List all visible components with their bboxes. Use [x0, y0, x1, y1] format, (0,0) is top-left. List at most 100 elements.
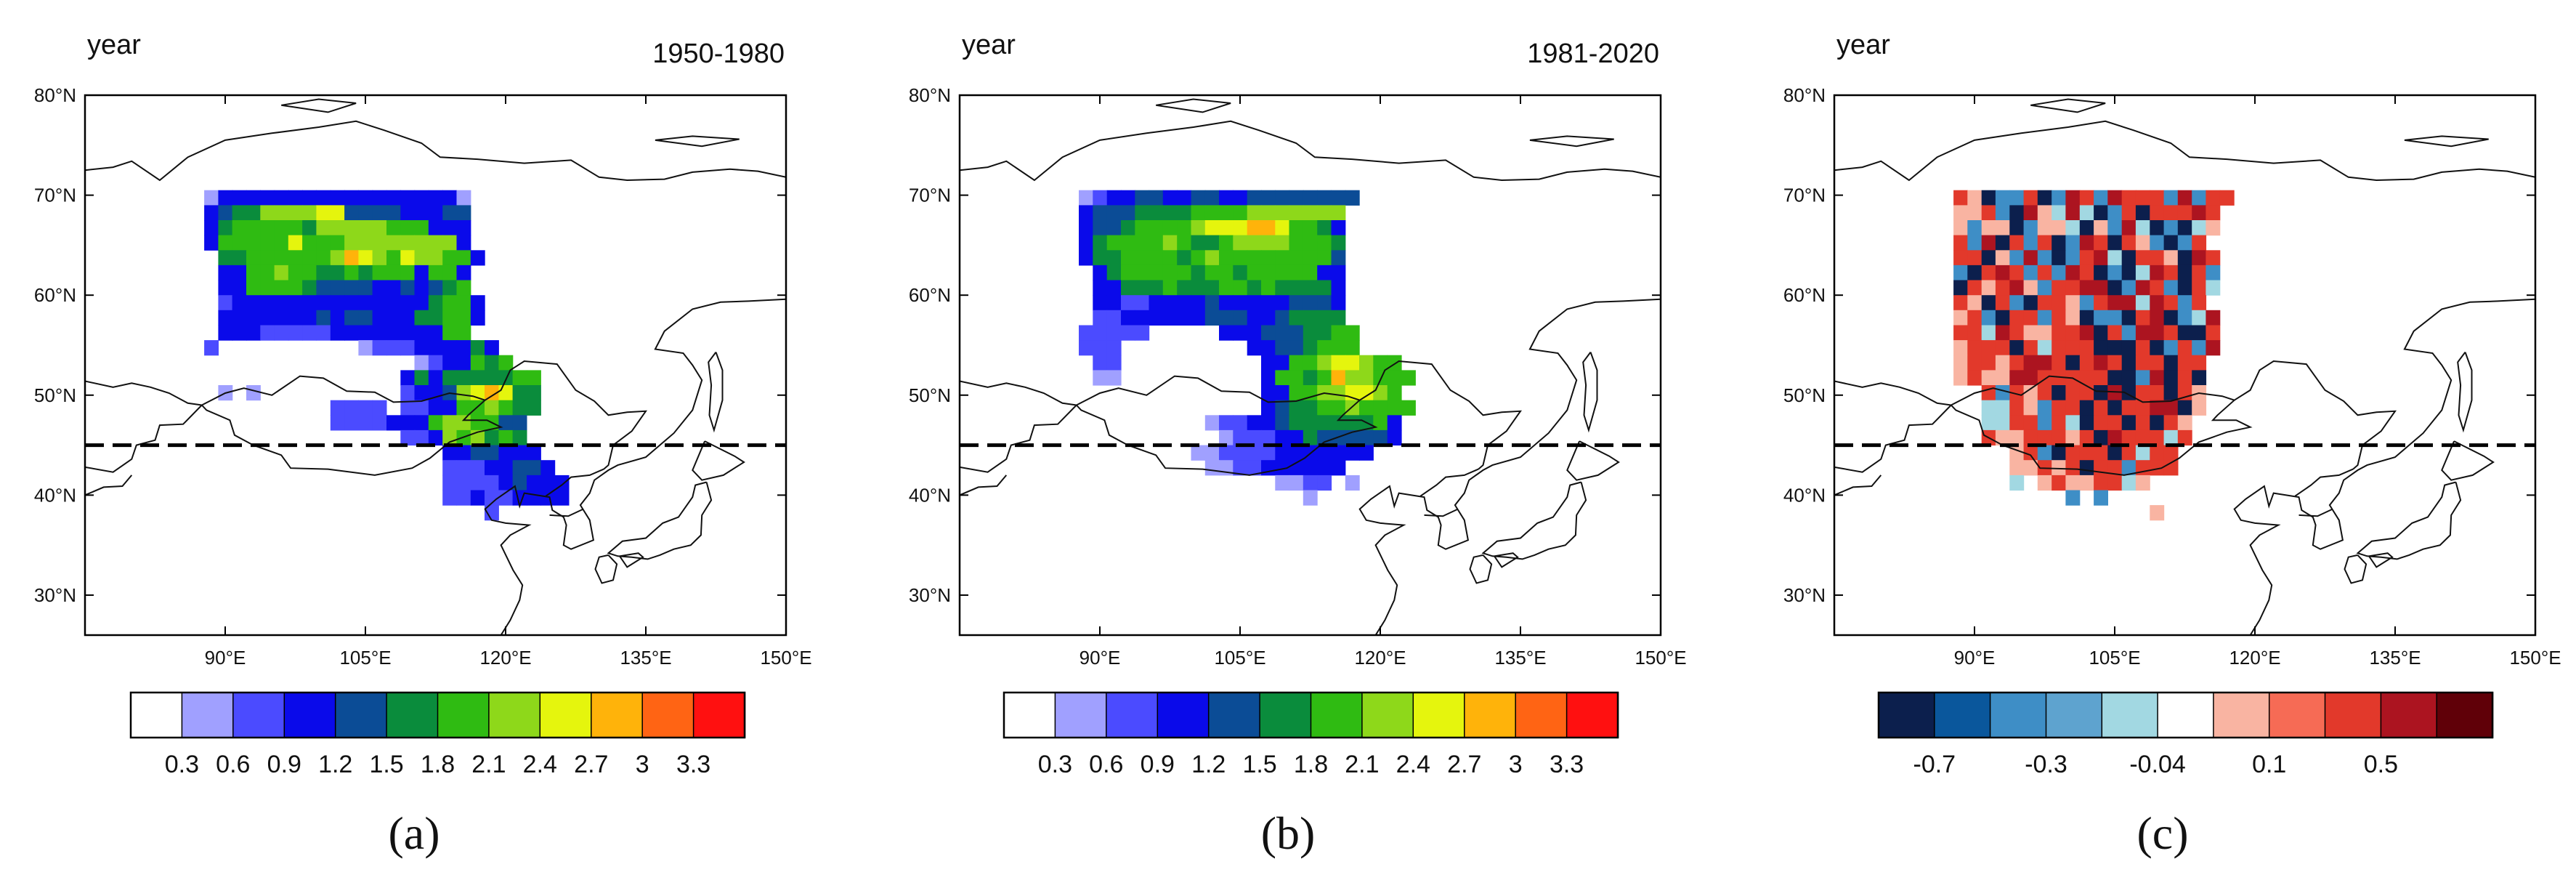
- grid-cell: [232, 265, 247, 281]
- grid-cell: [2107, 250, 2123, 266]
- grid-cell: [1953, 325, 1968, 341]
- grid-cell: [1233, 460, 1248, 476]
- grid-cell: [1275, 280, 1290, 296]
- grid-cell: [1345, 325, 1360, 341]
- grid-cell: [1106, 250, 1122, 266]
- grid-cell: [218, 265, 233, 281]
- grid-cell: [1247, 460, 1262, 476]
- grid-cell: [1995, 400, 2010, 416]
- grid-cell: [386, 295, 401, 311]
- grid-cell: [456, 340, 471, 356]
- grid-cell: [414, 235, 429, 251]
- grid-cell: [1331, 190, 1346, 206]
- grid-cell: [2150, 429, 2165, 446]
- grid-cell: [1967, 235, 1982, 251]
- grid-cell: [1177, 190, 1192, 206]
- coastline-path: [485, 360, 648, 470]
- grid-cell: [1981, 355, 1996, 371]
- grid-cell: [442, 310, 458, 326]
- grid-cell: [1373, 355, 1388, 371]
- grid-cell: [1135, 325, 1150, 341]
- colorbar-label: 1.8: [421, 751, 455, 778]
- grid-cell: [2023, 295, 2038, 311]
- grid-cell: [442, 355, 458, 371]
- grid-cell: [2177, 355, 2192, 371]
- grid-cell: [316, 250, 331, 266]
- grid-cell: [1261, 190, 1276, 206]
- grid-cell: [1177, 310, 1192, 326]
- grid-cell: [456, 490, 471, 506]
- grid-cell: [330, 250, 345, 266]
- grid-cell: [1079, 190, 1093, 206]
- grid-cell: [2135, 429, 2150, 446]
- grid-cell: [330, 220, 345, 236]
- grid-cell: [1275, 415, 1290, 431]
- grid-cell: [260, 235, 275, 251]
- grid-cell: [386, 325, 401, 341]
- grid-cell: [1093, 355, 1108, 371]
- grid-cell: [2177, 205, 2192, 221]
- grid-cell: [1303, 475, 1318, 491]
- grid-cell: [246, 280, 261, 296]
- grid-cell: [1177, 235, 1192, 251]
- grid-cell: [1331, 265, 1346, 281]
- grid-cell: [1303, 340, 1318, 356]
- grid-cell: [470, 490, 485, 506]
- grid-cell: [1967, 355, 1982, 371]
- lon-tick-label: 150°E: [760, 647, 811, 669]
- panel-unit-label: year: [1836, 30, 1890, 60]
- grid-cell: [2052, 190, 2067, 206]
- grid-cell: [428, 280, 443, 296]
- grid-cell: [1191, 250, 1206, 266]
- grid-cell: [1289, 400, 1304, 416]
- grid-cell: [2023, 355, 2038, 371]
- grid-cell: [2192, 310, 2207, 326]
- grid-cell: [274, 325, 289, 341]
- grid-cell: [2121, 250, 2136, 266]
- grid-cell: [1093, 265, 1108, 281]
- grid-cell: [2023, 445, 2038, 461]
- grid-cell: [442, 460, 458, 476]
- lon-tick-label: 135°E: [620, 647, 671, 669]
- grid-cell: [442, 280, 458, 296]
- grid-cell: [1275, 340, 1290, 356]
- grid-cell: [2121, 280, 2136, 296]
- grid-cell: [1373, 400, 1388, 416]
- grid-cell: [1106, 220, 1122, 236]
- grid-cell: [330, 325, 345, 341]
- coastline-path: [1156, 98, 1231, 113]
- grid-cell: [274, 280, 289, 296]
- grid-cell: [2107, 220, 2123, 236]
- grid-cell: [2163, 400, 2179, 416]
- grid-cell: [1967, 280, 1982, 296]
- grid-cell: [2135, 475, 2150, 491]
- grid-cell: [442, 490, 458, 506]
- grid-cell: [2079, 265, 2094, 281]
- grid-cell: [1981, 340, 1996, 356]
- grid-cell: [2065, 235, 2081, 251]
- grid-cell: [1275, 429, 1290, 446]
- grid-cell: [2121, 325, 2136, 341]
- grid-cell: [2094, 250, 2108, 266]
- grid-cell: [1331, 400, 1346, 416]
- grid-cell: [1317, 280, 1332, 296]
- grid-cell: [1247, 265, 1262, 281]
- grid-cell: [485, 460, 499, 476]
- grid-cell: [2009, 220, 2025, 236]
- grid-cell: [1135, 220, 1150, 236]
- grid-cell: [274, 310, 289, 326]
- grid-cell: [442, 445, 458, 461]
- grid-cell: [1106, 325, 1122, 341]
- grid-cell: [2206, 340, 2221, 356]
- grid-cell: [2150, 355, 2165, 371]
- grid-cell: [512, 385, 527, 401]
- coastline-path: [1469, 554, 1493, 584]
- colorbar-swatch: [130, 692, 183, 738]
- grid-cell: [204, 340, 219, 356]
- grid-cell: [1219, 220, 1234, 236]
- grid-cell: [456, 429, 471, 446]
- lat-tick-label: 40°N: [34, 484, 76, 506]
- grid-cell: [400, 340, 416, 356]
- grid-cell: [1106, 340, 1122, 356]
- grid-cell: [372, 235, 387, 251]
